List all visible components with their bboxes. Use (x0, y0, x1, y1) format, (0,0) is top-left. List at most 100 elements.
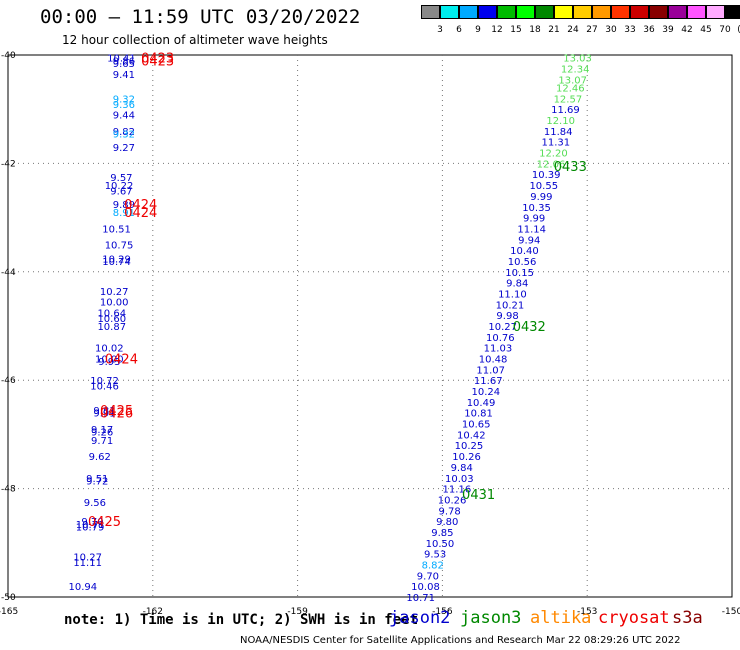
wave-height-label: 10.27 (100, 287, 129, 298)
plot-frame (7, 54, 733, 598)
wave-height-label: 10.24 (472, 387, 501, 398)
pass-number-label: 0425 (100, 404, 133, 419)
y-tick-label: -44 (1, 268, 16, 278)
wave-height-label: 10.87 (97, 322, 126, 333)
scale-label: 12 (491, 25, 503, 35)
wave-height-label: 10.50 (426, 539, 455, 550)
wave-height-label: 9.17 (91, 425, 113, 436)
wave-height-label: 10.21 (496, 300, 525, 311)
y-tick-label: -50 (1, 593, 16, 603)
scale-swatch (706, 5, 725, 19)
wave-height-label: 10.55 (529, 181, 558, 192)
wave-height-label: 12.06 (537, 159, 566, 170)
satellite-jason3: jason3 (460, 608, 522, 628)
scale-swatch (459, 5, 478, 19)
x-tick-label: -165 (0, 607, 18, 617)
x-tick-label: -159 (287, 607, 308, 617)
wave-height-label: 10.02 (95, 344, 124, 355)
wave-height-label: 10.75 (105, 241, 134, 252)
wave-height-label: 11.10 (498, 289, 527, 300)
scale-swatch (440, 5, 459, 19)
satellite-s3a: s3a (672, 608, 703, 628)
wave-height-label: 9.67 (110, 187, 132, 198)
footer-credit: NOAA/NESDIS Center for Satellite Applica… (240, 635, 681, 646)
wave-height-label: 10.72 (90, 376, 119, 387)
scale-swatch (497, 5, 516, 19)
wave-height-label: 10.15 (505, 268, 534, 279)
scale-label: 70 (719, 25, 731, 35)
wave-height-label: 11.67 (474, 376, 503, 387)
wave-height-label: 10.39 (532, 170, 561, 181)
scale-label: 6 (456, 25, 462, 35)
wave-height-label: 12.46 (556, 84, 585, 95)
y-tick-label: -40 (1, 51, 16, 61)
scale-label: 45 (700, 25, 712, 35)
wave-height-label: 9.62 (89, 452, 111, 463)
wave-height-label: 10.51 (102, 224, 131, 235)
wave-height-label: 8.91 (113, 208, 135, 219)
pass-number-label: 0424 (124, 206, 157, 221)
wave-height-label: 10.65 (462, 420, 491, 431)
wave-height-label: 9.36 (113, 100, 135, 111)
scale-label: 9 (475, 25, 481, 35)
wave-height-label: 11.11 (73, 558, 102, 569)
wave-height-label: 13.03 (563, 54, 592, 65)
scale-swatch (535, 5, 554, 19)
scale-swatch (554, 5, 573, 19)
wave-height-label: 10.71 (76, 520, 105, 531)
wave-height-label: 9.32 (113, 94, 135, 105)
footer-note: note: 1) Time is in UTC; 2) SWH is in fe… (64, 612, 419, 628)
chart-subtitle: 12 hour collection of altimeter wave hei… (62, 33, 328, 47)
pass-number-label: 0432 (513, 320, 546, 335)
wave-height-label: 10.81 (464, 409, 493, 420)
wave-height-label: 10.56 (508, 257, 537, 268)
scale-label: 24 (567, 25, 579, 35)
wave-height-label: 9.57 (110, 173, 132, 184)
satellite-jason2: jason2 (389, 608, 451, 628)
wave-height-label: 9.99 (523, 214, 545, 225)
scale-swatch (649, 5, 668, 19)
scale-label: 27 (586, 25, 598, 35)
scale-label: 33 (624, 25, 636, 35)
wave-height-label: 11.16 (443, 485, 472, 496)
pass-number-label: 0423 (141, 52, 174, 67)
wave-height-label: 9.71 (91, 436, 113, 447)
wave-height-label: 10.27 (73, 552, 102, 563)
wave-height-label: 9.82 (113, 127, 135, 138)
scale-label: 39 (662, 25, 674, 35)
wave-height-label: 10.25 (455, 441, 484, 452)
wave-height-label: 10.35 (522, 203, 551, 214)
wave-height-label: 10.42 (457, 430, 486, 441)
pass-number-label: 0431 (462, 488, 495, 503)
wave-height-label: 10.46 (90, 382, 119, 393)
scale-label: 21 (548, 25, 560, 35)
wave-height-label: 11.84 (544, 127, 573, 138)
wave-height-label: 9.78 (439, 506, 461, 517)
wave-height-label: 10.60 (97, 314, 126, 325)
wave-height-label: 10.29 (102, 254, 131, 265)
wave-height-label: 10.76 (486, 333, 515, 344)
wave-height-label: 8.82 (422, 560, 444, 571)
wave-height-label: 9.26 (91, 428, 113, 439)
pass-number-label: 0424 (124, 198, 157, 213)
wave-height-label: 10.40 (510, 246, 539, 257)
scale-label: 18 (529, 25, 541, 35)
wave-height-label: 9.80 (436, 517, 458, 528)
scale-swatch (630, 5, 649, 19)
wave-height-label: 9.65 (113, 59, 135, 70)
wave-height-label: 9.84 (451, 463, 473, 474)
wave-height-label: 10.22 (105, 181, 134, 192)
wave-height-label: 9.93 (98, 357, 120, 368)
wave-height-label: 12.10 (546, 116, 575, 127)
wave-height-label: 9.84 (506, 279, 528, 290)
scale-swatch (478, 5, 497, 19)
wave-height-label: 9.51 (86, 474, 108, 485)
wave-height-label: 9.32 (113, 130, 135, 141)
x-tick-label: -153 (577, 607, 597, 617)
pass-number-label: 0423 (141, 54, 174, 69)
pass-number-label: 0426 (100, 407, 133, 422)
wave-height-label: 10.71 (406, 593, 435, 604)
wave-height-label: 9.56 (84, 498, 106, 509)
wave-height-label: 9.85 (431, 528, 453, 539)
